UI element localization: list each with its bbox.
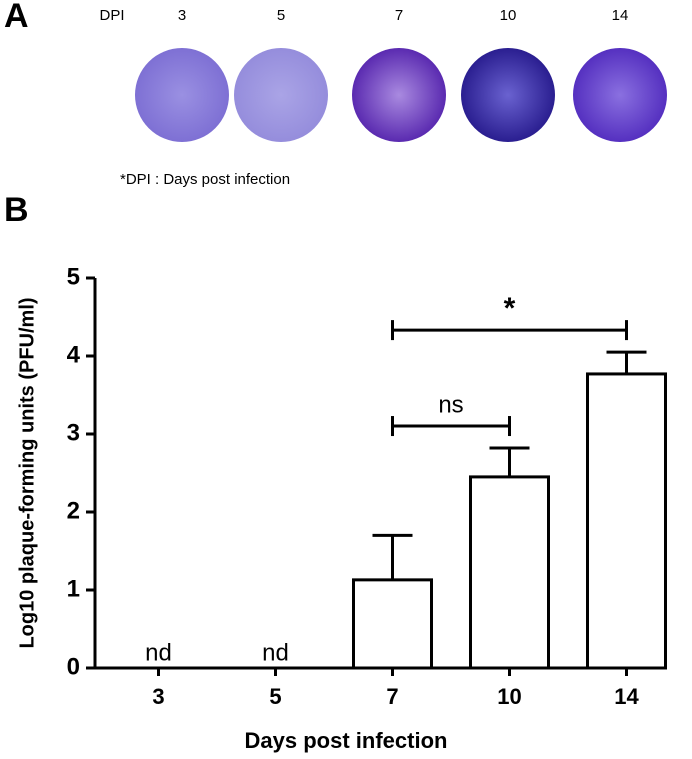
- plate: [135, 48, 229, 142]
- significance-label: *: [504, 292, 516, 325]
- day-label: 5: [277, 7, 285, 24]
- x-axis-title: Days post infection: [245, 728, 448, 753]
- plate: [573, 48, 667, 142]
- x-tick-label: 3: [152, 684, 164, 709]
- x-tick-label: 10: [497, 684, 521, 709]
- panel-label: A: [4, 0, 29, 35]
- panel-label: B: [4, 191, 29, 229]
- y-tick-label: 5: [67, 263, 80, 290]
- plate: [461, 48, 555, 142]
- dpi-header: DPI: [99, 7, 124, 24]
- bar: [469, 475, 550, 670]
- plate: [234, 48, 328, 142]
- plate: [352, 48, 446, 142]
- y-tick-label: 4: [67, 341, 81, 368]
- day-label: 3: [178, 7, 186, 24]
- x-tick-label: 14: [614, 684, 639, 709]
- day-label: 7: [395, 7, 403, 24]
- y-tick-label: 2: [67, 497, 80, 524]
- y-axis-title: Log10 plaque-forming units (PFU/ml): [16, 297, 38, 648]
- bar: [352, 578, 433, 670]
- value-label: nd: [262, 639, 289, 666]
- bar: [586, 372, 667, 670]
- value-label: nd: [145, 639, 172, 666]
- significance-label: ns: [438, 391, 463, 418]
- day-label: 14: [612, 7, 629, 24]
- y-tick-label: 0: [67, 653, 80, 680]
- day-label: 10: [500, 7, 517, 24]
- y-tick-label: 1: [67, 575, 80, 602]
- footnote: *DPI : Days post infection: [120, 171, 290, 188]
- y-tick-label: 3: [67, 419, 80, 446]
- plates: [135, 48, 667, 142]
- x-tick-label: 5: [269, 684, 281, 709]
- x-tick-label: 7: [386, 684, 398, 709]
